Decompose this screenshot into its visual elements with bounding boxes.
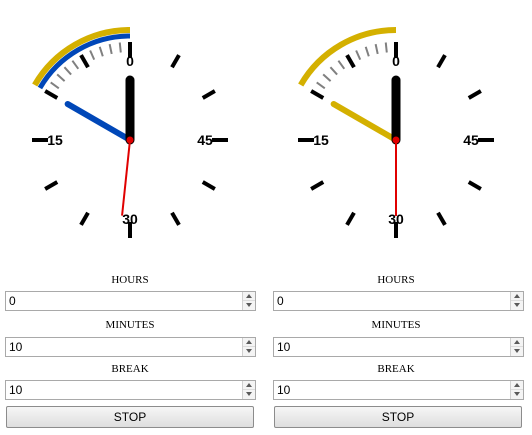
hour-tick — [345, 211, 356, 226]
minutes-spinner[interactable] — [273, 337, 524, 357]
minutes-label: MINUTES — [105, 319, 155, 331]
timer-panel-left: 0 15 45 30 HOURS MINUTES BREAK STOP — [5, 27, 256, 428]
minute-tick — [98, 46, 104, 57]
hour-tick — [79, 211, 90, 226]
minutes-spinner-buttons — [242, 338, 255, 356]
minute-tick — [108, 43, 113, 55]
break-decrement-button[interactable] — [243, 390, 255, 399]
minute-tick — [337, 60, 346, 70]
hours-spinner[interactable] — [5, 291, 256, 311]
hours-decrement-button[interactable] — [511, 301, 523, 310]
hour-hand — [330, 101, 399, 143]
hour-tick — [345, 54, 356, 69]
minute-tick — [50, 81, 60, 90]
hours-input[interactable] — [274, 292, 513, 310]
break-decrement-button[interactable] — [511, 390, 523, 399]
timer-panel-right: 0 15 45 30 HOURS MINUTES BREAK STOP — [266, 0, 532, 435]
minutes-input[interactable] — [274, 338, 513, 356]
break-increment-button[interactable] — [511, 381, 523, 390]
minute-tick — [329, 66, 338, 76]
hour-tick — [170, 211, 181, 226]
hour-tick — [467, 180, 482, 191]
hour-tick — [436, 54, 447, 69]
progress-arc — [298, 27, 397, 87]
dial-label-45: 45 — [197, 132, 213, 148]
break-spinner-buttons — [510, 381, 523, 399]
clock-face-right: 0 15 45 30 — [298, 27, 494, 238]
dial-label-15: 15 — [47, 132, 63, 148]
center-pin — [392, 136, 400, 144]
dial-label-30: 30 — [122, 211, 138, 227]
minute-tick — [56, 73, 66, 82]
second-hand — [121, 139, 131, 216]
break-spinner-buttons — [242, 381, 255, 399]
minute-tick — [89, 50, 96, 61]
dial-label-30: 30 — [388, 211, 404, 227]
progress-arc — [32, 27, 131, 87]
minute-tick — [71, 60, 80, 70]
hour-tick — [310, 180, 325, 191]
hour-tick — [44, 89, 59, 100]
minute-tick — [322, 73, 332, 82]
break-input[interactable] — [274, 381, 513, 399]
dial-label-15: 15 — [313, 132, 329, 148]
stop-button[interactable]: STOP — [274, 406, 522, 428]
stop-button[interactable]: STOP — [6, 406, 254, 428]
hour-tick — [310, 89, 325, 100]
minute-tick — [63, 66, 72, 76]
hour-tick — [79, 54, 90, 69]
minutes-increment-button[interactable] — [511, 338, 523, 347]
minutes-spinner[interactable] — [5, 337, 256, 357]
hour-tick — [436, 211, 447, 226]
break-spinner[interactable] — [273, 380, 524, 400]
dial-label-0: 0 — [392, 53, 400, 69]
hours-label: HOURS — [111, 274, 149, 286]
minutes-increment-button[interactable] — [243, 338, 255, 347]
hour-tick — [201, 89, 216, 100]
break-increment-button[interactable] — [243, 381, 255, 390]
minute-tick — [118, 42, 122, 53]
hours-spinner-buttons — [510, 292, 523, 310]
hours-spinner-buttons — [242, 292, 255, 310]
clock-face-left: 0 15 45 30 — [32, 27, 228, 238]
hours-spinner[interactable] — [273, 291, 524, 311]
hour-tick — [201, 180, 216, 191]
hours-input[interactable] — [6, 292, 245, 310]
hours-increment-button[interactable] — [243, 292, 255, 301]
minutes-decrement-button[interactable] — [511, 347, 523, 356]
hours-label: HOURS — [377, 274, 415, 286]
minute-tick — [364, 46, 370, 57]
dial-label-45: 45 — [463, 132, 479, 148]
minute-tick — [316, 81, 326, 90]
minute-tick — [374, 43, 379, 55]
hour-tick — [44, 180, 59, 191]
inner-progress-arc — [37, 33, 131, 90]
center-pin — [126, 136, 134, 144]
minute-tick — [384, 42, 388, 53]
minute-tick — [355, 50, 362, 61]
minutes-decrement-button[interactable] — [243, 347, 255, 356]
break-label: BREAK — [377, 363, 415, 375]
hours-increment-button[interactable] — [511, 292, 523, 301]
minutes-label: MINUTES — [371, 319, 421, 331]
minutes-input[interactable] — [6, 338, 245, 356]
hours-decrement-button[interactable] — [243, 301, 255, 310]
break-label: BREAK — [111, 363, 149, 375]
hour-hand — [64, 101, 133, 143]
break-spinner[interactable] — [5, 380, 256, 400]
hour-tick — [170, 54, 181, 69]
hour-tick — [467, 89, 482, 100]
minutes-spinner-buttons — [510, 338, 523, 356]
dial-label-0: 0 — [126, 53, 134, 69]
break-input[interactable] — [6, 381, 245, 399]
